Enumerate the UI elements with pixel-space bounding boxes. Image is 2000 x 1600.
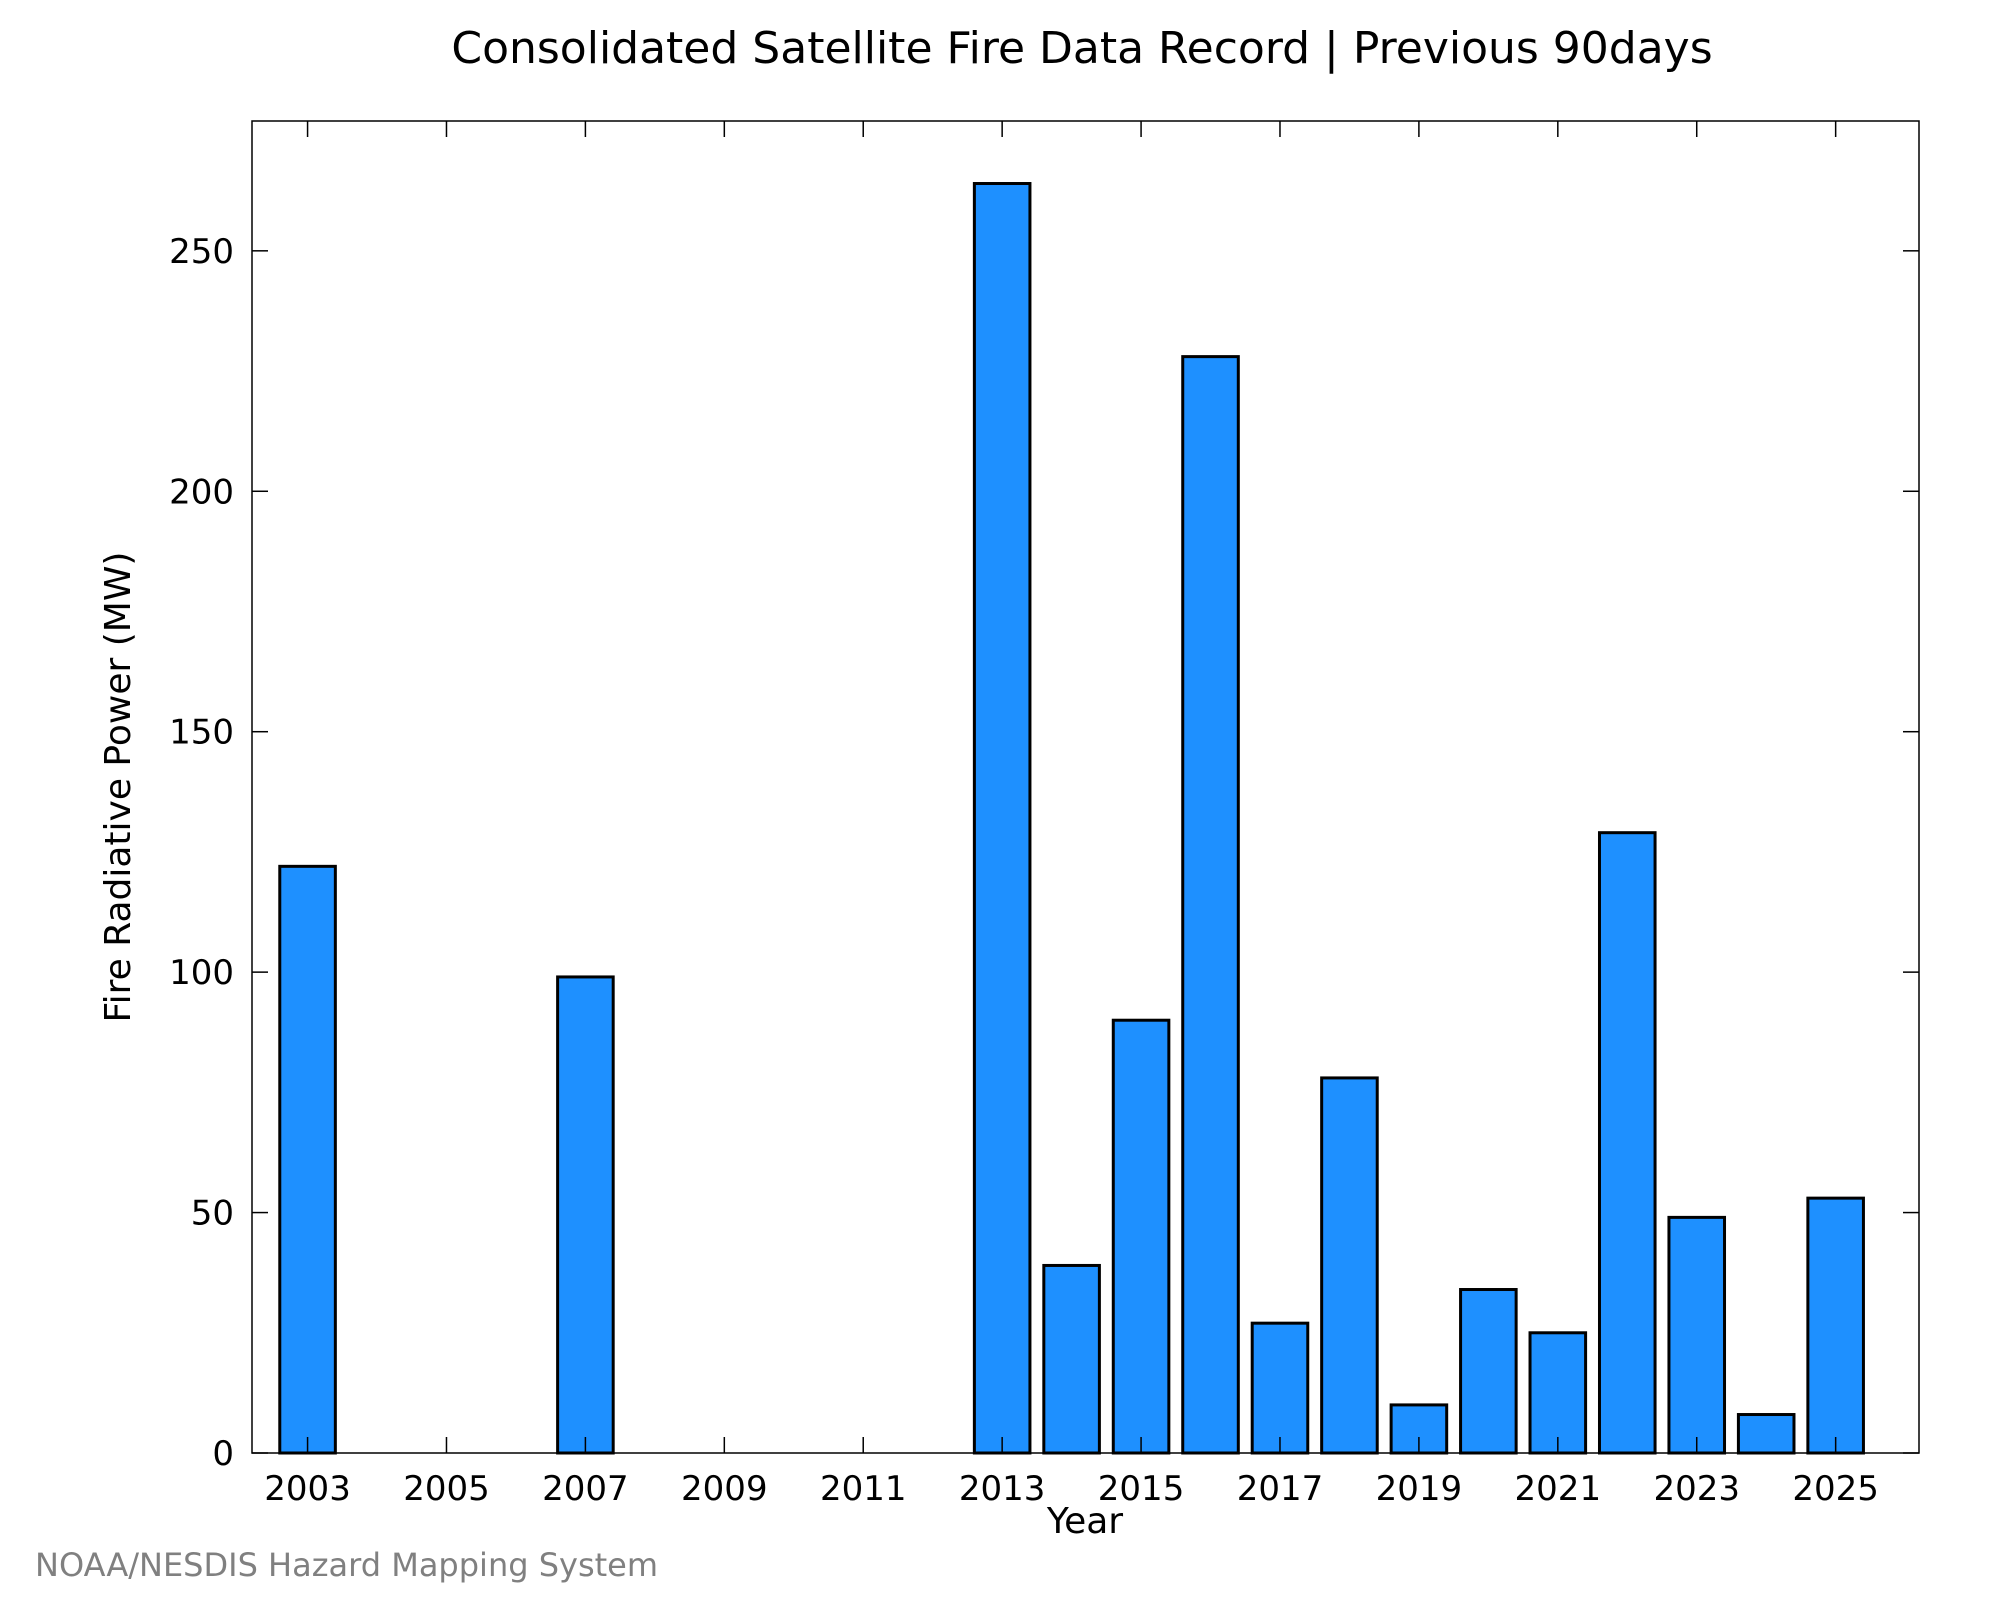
- bar-2014: [1042, 1263, 1101, 1455]
- x-tick-label-2007: 2007: [542, 1469, 629, 1509]
- x-tick-label-2017: 2017: [1237, 1469, 1324, 1509]
- bar-2013: [972, 182, 1032, 1455]
- x-tick-label-2013: 2013: [959, 1469, 1046, 1509]
- x-tick-label-2011: 2011: [820, 1469, 907, 1509]
- bar-2023: [1667, 1215, 1727, 1455]
- bar-2015: [1111, 1018, 1171, 1455]
- x-tick-label-2009: 2009: [681, 1469, 768, 1509]
- x-tick-label-2023: 2023: [1653, 1469, 1740, 1509]
- x-tick-label-2019: 2019: [1376, 1469, 1463, 1509]
- x-tick-label-2025: 2025: [1792, 1469, 1879, 1509]
- bar-2003: [278, 864, 337, 1455]
- x-tick-label-2003: 2003: [264, 1469, 351, 1509]
- plot-frame: [251, 120, 1920, 1454]
- bar-2024: [1736, 1413, 1796, 1455]
- bars-layer: [278, 182, 1865, 1455]
- chart-title: Consolidated Satellite Fire Data Record …: [451, 23, 1712, 74]
- y-tick-label-0: 0: [212, 1434, 234, 1474]
- y-tick-label-100: 100: [169, 953, 234, 993]
- bar-2017: [1250, 1321, 1310, 1455]
- bar-2018: [1320, 1076, 1379, 1455]
- x-tick-label-2021: 2021: [1515, 1469, 1602, 1509]
- y-tick-label-250: 250: [169, 232, 234, 272]
- bar-2020: [1459, 1288, 1518, 1455]
- x-tick-label-2005: 2005: [403, 1469, 490, 1509]
- x-axis-label: Year: [1046, 1501, 1123, 1542]
- bar-2016: [1181, 355, 1240, 1455]
- y-tick-label-50: 50: [191, 1194, 234, 1234]
- x-tick-label-2015: 2015: [1098, 1469, 1185, 1509]
- y-tick-label-200: 200: [169, 472, 234, 512]
- bar-2025: [1806, 1196, 1865, 1455]
- y-tick-label-150: 150: [169, 713, 234, 753]
- bar-2021: [1528, 1331, 1588, 1455]
- y-axis-label: Fire Radiative Power (MW): [98, 552, 139, 1023]
- bar-2007: [556, 975, 615, 1455]
- bar-2022: [1597, 831, 1657, 1455]
- y-axis-ticks: 0 50 100 150 200 250: [169, 232, 1919, 1474]
- footer-credit: NOAA/NESDIS Hazard Mapping System: [35, 1546, 658, 1584]
- x-axis-ticks: 2003 2005 2007 2009 2011 2013 2015 2017 2019 2021…: [264, 121, 1879, 1509]
